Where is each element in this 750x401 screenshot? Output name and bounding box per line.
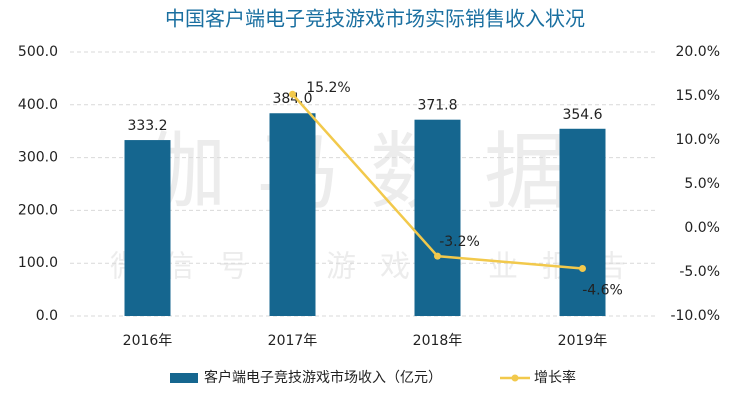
legend-label: 客户端电子竞技游戏市场收入（亿元） bbox=[204, 369, 442, 386]
bar bbox=[269, 113, 316, 316]
bar bbox=[559, 128, 606, 316]
legend-swatch bbox=[511, 374, 519, 382]
y2-tick-label: -5.0% bbox=[679, 264, 720, 280]
y2-tick-label: 0.0% bbox=[684, 220, 720, 236]
x-tick-label: 2016年 bbox=[123, 333, 173, 349]
y-tick-label: 400.0 bbox=[18, 97, 58, 113]
x-tick-label: 2018年 bbox=[413, 333, 463, 349]
y-tick-label: 200.0 bbox=[18, 202, 58, 218]
data-label: -4.6% bbox=[582, 282, 623, 298]
y-tick-label: 0.0 bbox=[36, 308, 58, 324]
bar bbox=[124, 140, 171, 316]
y2-tick-label: 20.0% bbox=[676, 44, 720, 60]
data-label: 371.8 bbox=[417, 98, 457, 114]
data-label: -3.2% bbox=[439, 234, 480, 250]
y-tick-label: 300.0 bbox=[18, 150, 58, 166]
y2-tick-label: -10.0% bbox=[670, 308, 720, 324]
y-tick-label: 100.0 bbox=[18, 255, 58, 271]
y2-tick-label: 5.0% bbox=[684, 176, 720, 192]
watermark: 微信号：游戏产业报告 bbox=[110, 250, 650, 285]
line-marker bbox=[579, 264, 586, 272]
x-tick-label: 2017年 bbox=[268, 333, 318, 349]
y-tick-label: 500.0 bbox=[18, 44, 58, 60]
line-marker bbox=[434, 252, 441, 260]
line-marker bbox=[289, 90, 296, 98]
data-label: 354.6 bbox=[562, 107, 602, 123]
chart-title: 中国客户端电子竞技游戏市场实际销售收入状况 bbox=[165, 7, 585, 31]
x-tick-label: 2019年 bbox=[558, 333, 608, 349]
bar bbox=[414, 119, 461, 316]
data-label: 333.2 bbox=[127, 118, 167, 134]
y2-tick-label: 15.0% bbox=[676, 88, 720, 104]
watermark: 伽马数据 bbox=[142, 123, 598, 221]
legend-swatch bbox=[170, 373, 198, 383]
data-label: 384.0 bbox=[272, 91, 312, 107]
y2-tick-label: 10.0% bbox=[676, 132, 720, 148]
legend-label: 增长率 bbox=[534, 369, 576, 386]
data-label: 15.2% bbox=[306, 80, 350, 96]
